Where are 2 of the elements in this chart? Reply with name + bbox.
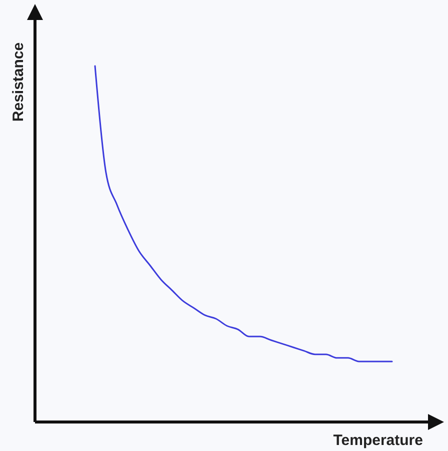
x-axis-title: Temperature: [333, 432, 423, 449]
y-axis-title: Resistance: [10, 42, 27, 122]
